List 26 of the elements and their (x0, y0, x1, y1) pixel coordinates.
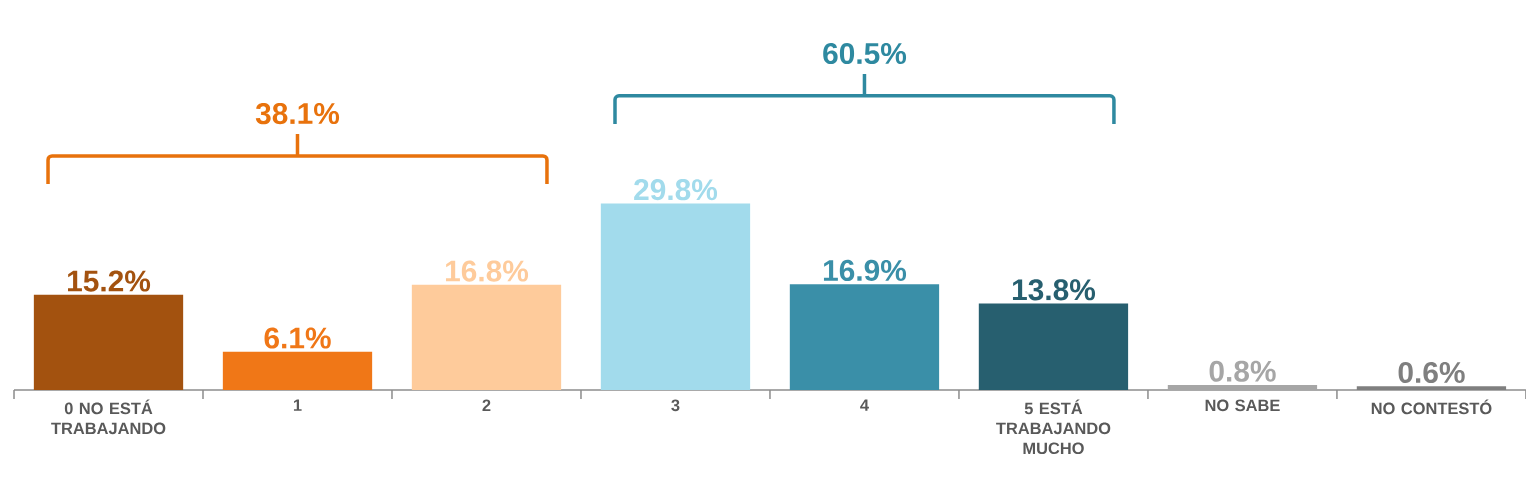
text: 60.5% (823, 42, 907, 65)
bar (33, 294, 184, 390)
data-label: 0.8% (1209, 360, 1276, 382)
bar (222, 351, 373, 390)
data-label: 16.8% (445, 260, 529, 282)
data-label: 13.8% (1012, 279, 1096, 301)
data-label: 16.9% (823, 259, 907, 282)
x-tick-label: NO CONTESTÓ (1371, 399, 1492, 415)
data-label: 0.6% (1398, 361, 1465, 384)
x-tick-label: 2 (482, 399, 491, 411)
x-tick-label: 3 (671, 399, 680, 412)
bar (789, 284, 940, 390)
x-tick-label: 0 NO ESTÁ TRABAJANDO (51, 399, 166, 435)
bar (411, 284, 562, 390)
data-label: 29.8% (634, 179, 718, 201)
bar (978, 303, 1129, 390)
x-tick-label: NO SABE (1205, 399, 1280, 412)
data-label: 15.2% (68, 270, 151, 292)
bar (1356, 386, 1507, 390)
x-tick-label: 5 ESTÁ TRABAJANDO MUCHO (996, 399, 1111, 455)
data-label: 6.1% (264, 327, 331, 349)
bar (1167, 384, 1318, 390)
x-tick-label: 4 (860, 399, 869, 411)
x-tick-label: 1 (293, 399, 302, 411)
bar (600, 203, 751, 390)
text: 38.1% (255, 102, 340, 125)
